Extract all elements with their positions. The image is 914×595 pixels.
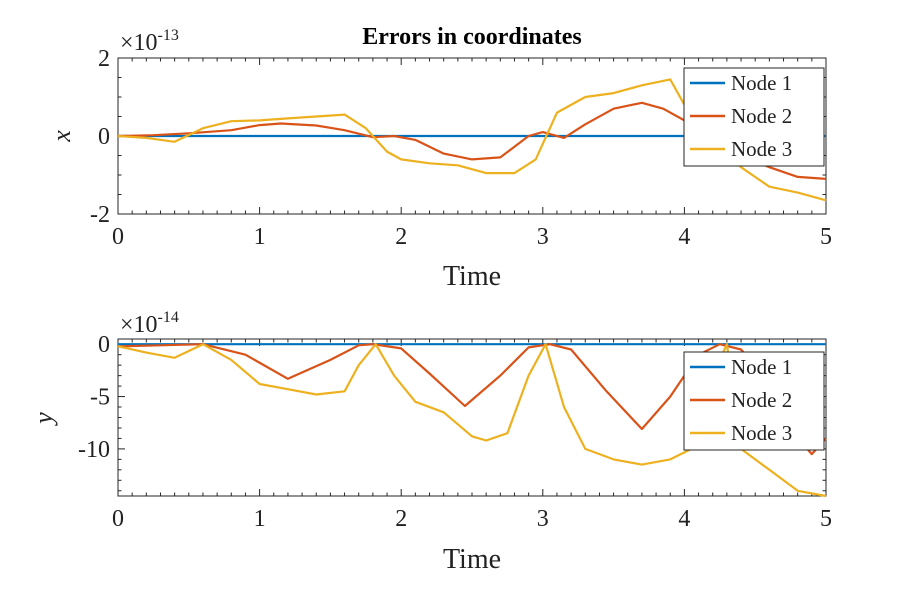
legend-label-node-1: Node 1	[731, 71, 792, 95]
x-tick-label: 5	[820, 224, 832, 250]
legend-label-node-3: Node 3	[731, 137, 792, 161]
exponent-label: ×10-13	[120, 27, 179, 56]
chart-title: Errors in coordinates	[362, 24, 582, 50]
y-tick-label: 0	[98, 124, 110, 150]
legend-label-node-3: Node 3	[731, 421, 792, 445]
y-tick-label: -5	[90, 385, 110, 411]
exponent-label: ×10-14	[120, 309, 179, 338]
x-tick-label: 4	[678, 506, 690, 532]
x-tick-label: 2	[395, 506, 407, 532]
legend-label-node-1: Node 1	[731, 355, 792, 379]
legend-label-node-2: Node 2	[731, 104, 792, 128]
x-tick-label: 0	[112, 506, 124, 532]
x-tick-label: 3	[537, 224, 549, 250]
legend-label-node-2: Node 2	[731, 388, 792, 412]
y-tick-label: -10	[78, 437, 110, 463]
y-axis-label: y	[29, 412, 58, 427]
legend: Node 1 Node 2 Node 3	[683, 351, 825, 451]
y-tick-label: 2	[98, 46, 110, 72]
x-axis-label: Time	[443, 261, 501, 292]
legend: Node 1 Node 2 Node 3	[683, 67, 825, 167]
y-tick-label: -2	[90, 202, 110, 228]
x-tick-label: 1	[254, 506, 266, 532]
y-axis-label: x	[47, 130, 76, 143]
series-line-node-2	[117, 343, 827, 456]
x-tick-label: 0	[112, 224, 124, 250]
x-axis-label: Time	[443, 544, 501, 575]
x-error-subplot: Errors in coordinates ×10-13 0 1 2 3 4 520-2 …	[47, 24, 832, 292]
x-tick-label: 5	[820, 506, 832, 532]
x-tick-label: 3	[537, 506, 549, 532]
y-tick-label: 0	[98, 332, 110, 358]
x-tick-label: 2	[395, 224, 407, 250]
x-tick-label: 4	[678, 224, 690, 250]
y-error-subplot: ×10-14 0 1 2 3 4 5 0 -5 -10 y Time Node 1 Node 2…	[29, 309, 832, 575]
x-tick-label: 1	[254, 224, 266, 250]
